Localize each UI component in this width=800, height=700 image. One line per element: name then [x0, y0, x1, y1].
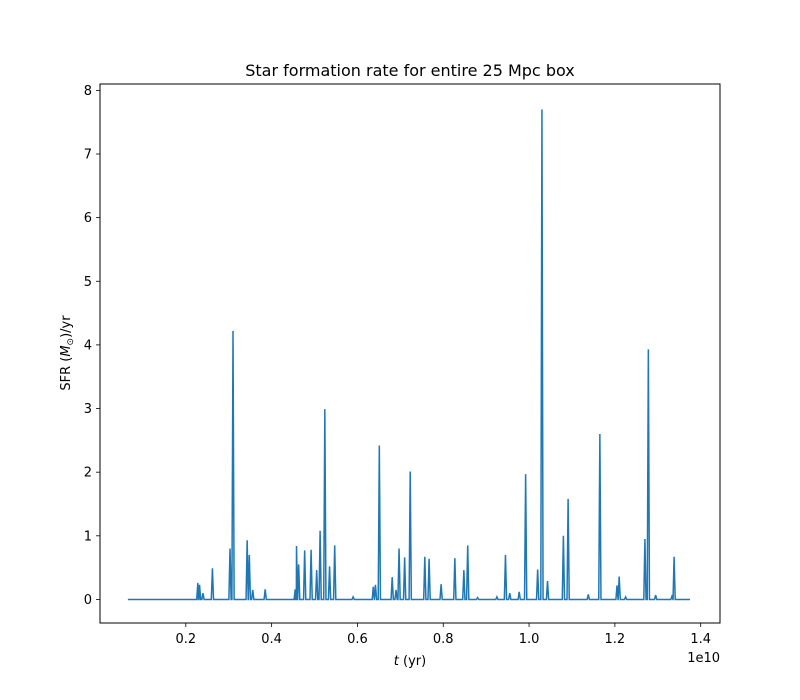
x-axis-ticks: 0.2 0.4 0.6 0.8 1.0 1.2 1.4: [175, 623, 711, 647]
plot-frame: [99, 83, 721, 624]
x-tick-label: 1.4: [690, 632, 711, 647]
y-axis-ticks: 0 1 2 3 4 5 6 7 8: [84, 84, 100, 608]
x-axis-label-variable: t: [394, 654, 400, 669]
y-tick-label: 7: [84, 148, 92, 163]
x-tick-label: 0.2: [175, 632, 196, 647]
y-tick-label: 4: [84, 338, 92, 353]
y-axis-label: SFR (M⊙)/yr: [59, 315, 76, 391]
chart-title: Star formation rate for entire 25 Mpc bo…: [245, 61, 574, 80]
x-tick-label: 0.4: [261, 632, 282, 647]
y-axis-label-subscript: ⊙: [66, 338, 76, 346]
y-axis-label-prefix: SFR (: [59, 357, 74, 391]
y-tick-label: 1: [84, 529, 92, 544]
y-tick-label: 5: [84, 275, 92, 290]
x-tick-label: 0.6: [347, 632, 368, 647]
x-axis-label: t (yr): [394, 654, 426, 669]
y-tick-label: 6: [84, 211, 92, 226]
x-axis-offset: 1e10: [687, 651, 720, 666]
x-tick-label: 0.8: [433, 632, 454, 647]
y-axis-label-variable: M: [59, 345, 74, 356]
y-tick-label: 8: [84, 84, 92, 99]
y-tick-label: 0: [84, 593, 92, 608]
y-tick-label: 3: [84, 402, 92, 417]
sfr-series-line: [127, 109, 690, 601]
x-axis-label-unit: (yr): [399, 654, 426, 669]
x-tick-label: 1.0: [519, 632, 540, 647]
y-axis-label-suffix: )/yr: [59, 315, 74, 338]
y-tick-label: 2: [84, 466, 92, 481]
x-tick-label: 1.2: [605, 632, 626, 647]
